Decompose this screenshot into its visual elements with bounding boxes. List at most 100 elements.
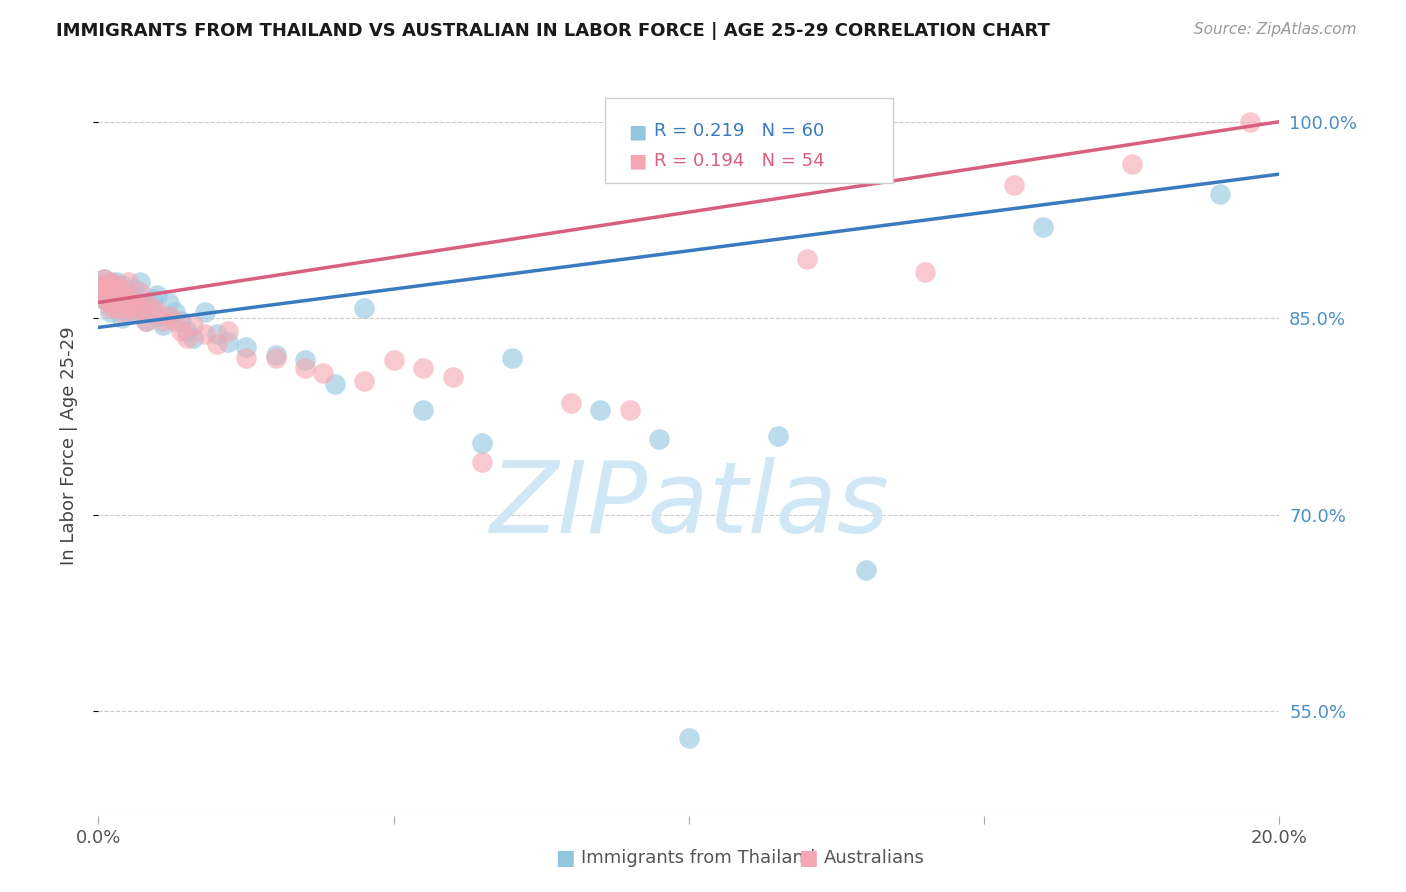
Point [1121, 156, 1143, 170]
Point [181, 331, 204, 345]
Point [235, 351, 257, 365]
Point [93, 285, 115, 299]
Point [294, 353, 316, 368]
Text: ■: ■ [628, 122, 647, 141]
Point [264, 351, 287, 365]
Text: IMMIGRANTS FROM THAILAND VS AUSTRALIAN IN LABOR FORCE | AGE 25-29 CORRELATION CH: IMMIGRANTS FROM THAILAND VS AUSTRALIAN I… [56, 22, 1050, 40]
Point [471, 455, 494, 469]
Point [796, 252, 818, 267]
Point [93, 282, 115, 296]
Point [93, 272, 115, 286]
Point [855, 563, 877, 577]
Text: Source: ZipAtlas.com: Source: ZipAtlas.com [1194, 22, 1357, 37]
Point [93, 278, 115, 293]
Point [98, 304, 121, 318]
Point [98, 301, 121, 315]
Point [235, 340, 257, 354]
Point [111, 278, 134, 293]
Text: R = 0.194   N = 54: R = 0.194 N = 54 [654, 152, 824, 169]
Point [105, 295, 128, 310]
Point [170, 324, 193, 338]
Point [117, 285, 139, 299]
Point [382, 353, 405, 368]
Point [117, 292, 139, 306]
Text: Immigrants from Thailand: Immigrants from Thailand [581, 849, 815, 867]
Point [176, 331, 198, 345]
Point [98, 275, 121, 289]
Point [589, 403, 612, 417]
Point [93, 292, 115, 306]
Point [217, 324, 239, 338]
Point [98, 285, 121, 299]
Point [135, 295, 157, 310]
Point [152, 314, 174, 328]
Point [111, 311, 134, 326]
Point [98, 295, 121, 310]
Text: ■: ■ [555, 848, 575, 868]
Point [157, 309, 180, 323]
Point [105, 301, 128, 315]
Point [105, 275, 128, 289]
Point [146, 287, 169, 301]
Point [194, 304, 217, 318]
Point [323, 376, 346, 391]
Point [353, 301, 375, 315]
Point [501, 351, 523, 365]
Point [176, 324, 198, 338]
Point [117, 304, 139, 318]
Point [111, 298, 134, 312]
Point [135, 295, 157, 310]
Point [146, 309, 169, 323]
Point [1209, 186, 1232, 201]
Point [312, 366, 335, 380]
Point [766, 429, 789, 443]
Point [98, 278, 121, 293]
Point [170, 314, 193, 328]
Point [560, 396, 582, 410]
Point [122, 282, 145, 296]
Point [105, 301, 128, 315]
Point [98, 295, 121, 310]
Text: ZIPatlas: ZIPatlas [489, 457, 889, 554]
Point [122, 295, 145, 310]
Point [105, 278, 128, 293]
Point [141, 301, 163, 315]
Point [152, 318, 174, 332]
Text: R = 0.219   N = 60: R = 0.219 N = 60 [654, 122, 824, 140]
Point [914, 265, 936, 279]
Point [128, 285, 150, 299]
Point [98, 285, 121, 299]
Point [194, 326, 217, 341]
Point [619, 403, 641, 417]
Text: ■: ■ [628, 152, 647, 170]
Point [294, 361, 316, 376]
Point [165, 304, 187, 318]
Point [128, 275, 150, 289]
Point [98, 275, 121, 289]
Point [353, 374, 375, 388]
Point [678, 731, 700, 745]
Point [93, 272, 115, 286]
Point [217, 334, 239, 349]
Point [111, 287, 134, 301]
Point [441, 370, 464, 384]
Point [93, 278, 115, 293]
Point [1002, 178, 1025, 192]
Point [471, 435, 494, 450]
Point [1239, 114, 1261, 128]
Point [98, 298, 121, 312]
Point [205, 337, 228, 351]
Point [181, 318, 204, 332]
Point [111, 282, 134, 296]
Point [264, 348, 287, 362]
Point [93, 287, 115, 301]
Text: ■: ■ [799, 848, 818, 868]
Point [1032, 219, 1054, 234]
Point [205, 326, 228, 341]
Point [648, 432, 671, 446]
Point [111, 304, 134, 318]
Point [135, 314, 157, 328]
Point [117, 301, 139, 315]
Point [111, 295, 134, 310]
Point [135, 314, 157, 328]
